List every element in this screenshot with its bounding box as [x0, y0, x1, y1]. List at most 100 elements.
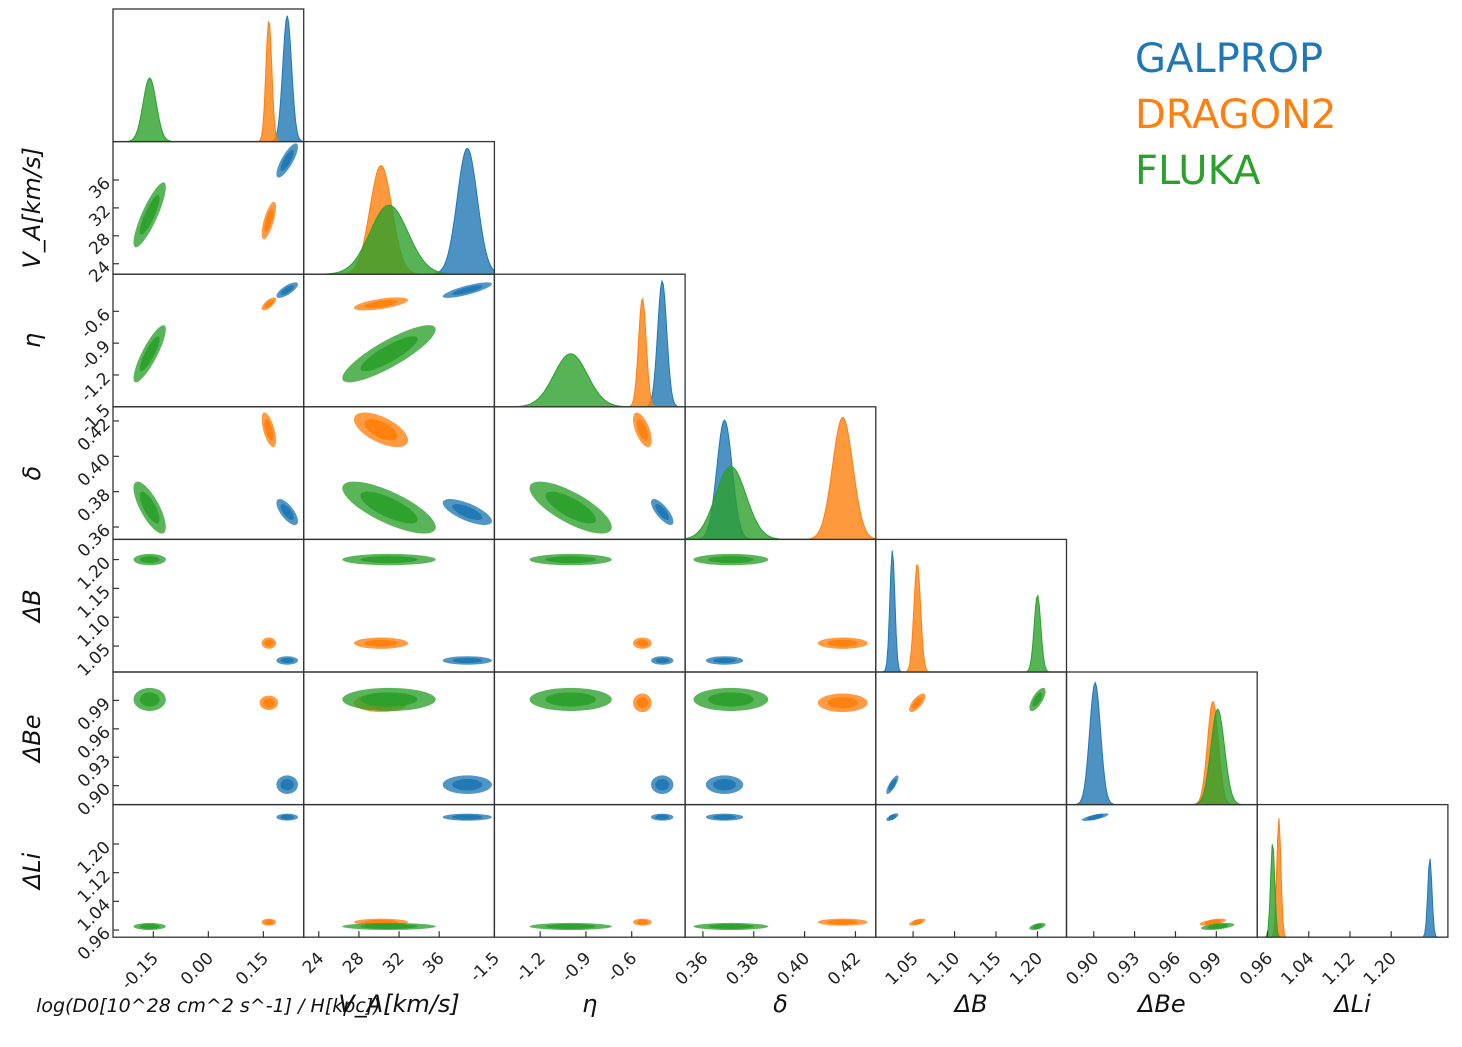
panel-dBe-vs-logD — [133, 687, 298, 794]
contour-fluka-1sigma — [1032, 692, 1043, 707]
contour-galprop-1sigma — [280, 779, 294, 791]
marginal-dragon2 — [685, 416, 876, 540]
legend: GALPROP DRAGON2 FLUKA — [1135, 36, 1336, 194]
marginal-fluka — [1257, 844, 1448, 938]
x-tick-label-dLi: 1.12 — [1319, 949, 1360, 990]
contour-galprop-1sigma — [452, 657, 483, 664]
contour-dragon2-1sigma — [364, 419, 398, 441]
x-tick-label-VA: 32 — [379, 949, 408, 978]
contour-fluka-1sigma — [707, 556, 754, 564]
contour-fluka-1sigma — [360, 336, 418, 372]
panel-eta-vs-VA — [342, 282, 492, 383]
panel-dLi-vs-eta — [529, 813, 674, 930]
contour-dragon2-1sigma — [264, 639, 274, 647]
x-tick-label-VA: 28 — [339, 949, 368, 978]
marginal-eta — [494, 279, 686, 407]
marginal-galprop — [1257, 858, 1448, 938]
y-tick-label-eta: -1.2 — [77, 369, 115, 407]
y-tick-label-delta: 0.40 — [74, 450, 115, 491]
contour-galprop-1sigma — [280, 814, 294, 820]
contour-galprop-1sigma — [452, 814, 483, 820]
legend-entry-galprop: GALPROP — [1135, 36, 1323, 82]
y-tick-label-dLi: 0.96 — [74, 924, 115, 965]
contour-galprop-1sigma — [280, 504, 294, 520]
x-tick-label-eta: -0.9 — [558, 949, 596, 987]
contour-fluka-1sigma — [707, 692, 754, 707]
panel-frame — [112, 406, 305, 541]
panel-frame — [112, 273, 305, 408]
y-tick-label-VA: 28 — [85, 229, 114, 258]
y-tick-label-VA: 36 — [85, 174, 114, 203]
x-tick-label-dB: 1.15 — [965, 949, 1006, 990]
x-tick-label-eta: -1.5 — [466, 949, 504, 987]
marginal-fluka — [875, 594, 1067, 673]
x-tick-label-dLi: 1.04 — [1277, 949, 1318, 990]
contour-fluka-1sigma — [139, 923, 160, 929]
contour-galprop-1sigma — [280, 149, 294, 171]
panel-frame — [1065, 671, 1258, 806]
contour-galprop-1sigma — [713, 814, 736, 820]
marginal-dBe — [1066, 681, 1258, 805]
panel-dB-vs-logD — [133, 553, 298, 665]
x-tick-label-dBe: 0.99 — [1185, 949, 1226, 990]
panel-dLi-vs-delta — [693, 813, 868, 930]
contour-dragon2-1sigma — [636, 919, 649, 925]
x-axis-label-dB: ΔB — [953, 990, 988, 1018]
x-tick-label-dB: 1.20 — [1006, 949, 1047, 990]
legend-entry-fluka: FLUKA — [1135, 148, 1261, 194]
contour-galprop-1sigma — [280, 657, 294, 664]
panel-dB-vs-eta — [529, 553, 674, 665]
contour-dragon2-1sigma — [264, 208, 274, 232]
contour-dragon2-1sigma — [636, 639, 649, 647]
marginal-delta — [685, 416, 876, 540]
x-tick-label-VA: 24 — [299, 949, 328, 978]
panel-frame — [1065, 803, 1258, 938]
marginal-logD — [113, 15, 304, 142]
contour-dragon2-1sigma — [264, 419, 274, 441]
panel-dLi-vs-VA — [342, 813, 492, 930]
y-axis-label-delta: δ — [18, 466, 46, 481]
panel-dLi-vs-logD — [133, 813, 298, 930]
contour-galprop-1sigma — [280, 285, 294, 295]
contour-galprop-1sigma — [452, 504, 483, 520]
panel-frame — [303, 140, 496, 275]
y-axis-label-dBe: ΔBe — [18, 714, 46, 764]
contour-dragon2-1sigma — [636, 697, 649, 709]
y-tick-label-delta: 0.36 — [74, 521, 115, 562]
y-tick-label-eta: -0.6 — [77, 305, 115, 343]
panel-dBe-vs-VA — [342, 687, 492, 794]
contour-galprop-1sigma — [1086, 814, 1104, 821]
panels-layer — [112, 8, 1449, 938]
x-tick-label-logD: 0.15 — [232, 949, 273, 990]
x-axis-label-eta: η — [582, 990, 597, 1018]
y-tick-label-VA: 32 — [85, 202, 114, 231]
x-tick-label-dLi: 0.96 — [1236, 949, 1277, 990]
x-tick-label-logD: 0.00 — [177, 949, 218, 990]
contour-dragon2-1sigma — [364, 639, 398, 647]
panel-dB-vs-VA — [342, 553, 492, 665]
panel-dB-vs-delta — [693, 553, 868, 665]
y-tick-label-delta: 0.38 — [74, 485, 115, 526]
panel-frame — [303, 803, 496, 938]
x-tick-label-eta: -1.2 — [512, 949, 550, 987]
x-axis-label-logD: log(D0[10^28 cm^2 s^-1] / H[kpc]) — [36, 995, 381, 1017]
contour-galprop-1sigma — [655, 657, 670, 664]
contour-fluka-1sigma — [1032, 923, 1043, 930]
panel-frame — [1256, 803, 1449, 938]
x-tick-label-dBe: 0.96 — [1144, 949, 1185, 990]
contour-dragon2-1sigma — [264, 919, 274, 925]
panel-frame — [684, 803, 877, 938]
contour-galprop-1sigma — [888, 814, 897, 821]
panel-frame — [112, 803, 305, 938]
contour-dragon2-1sigma — [827, 697, 859, 709]
contour-fluka-1sigma — [545, 692, 596, 707]
contour-galprop-1sigma — [713, 657, 736, 664]
contour-fluka-1sigma — [707, 923, 754, 929]
contour-fluka-1sigma — [139, 194, 160, 235]
contour-galprop-1sigma — [655, 814, 670, 820]
contour-galprop-1sigma — [452, 779, 483, 791]
x-tick-label-delta: 0.40 — [773, 949, 814, 990]
contour-dragon2-1sigma — [827, 639, 859, 647]
contour-galprop-1sigma — [713, 779, 736, 791]
y-axis-label-VA: V_A[km/s] — [18, 147, 46, 268]
